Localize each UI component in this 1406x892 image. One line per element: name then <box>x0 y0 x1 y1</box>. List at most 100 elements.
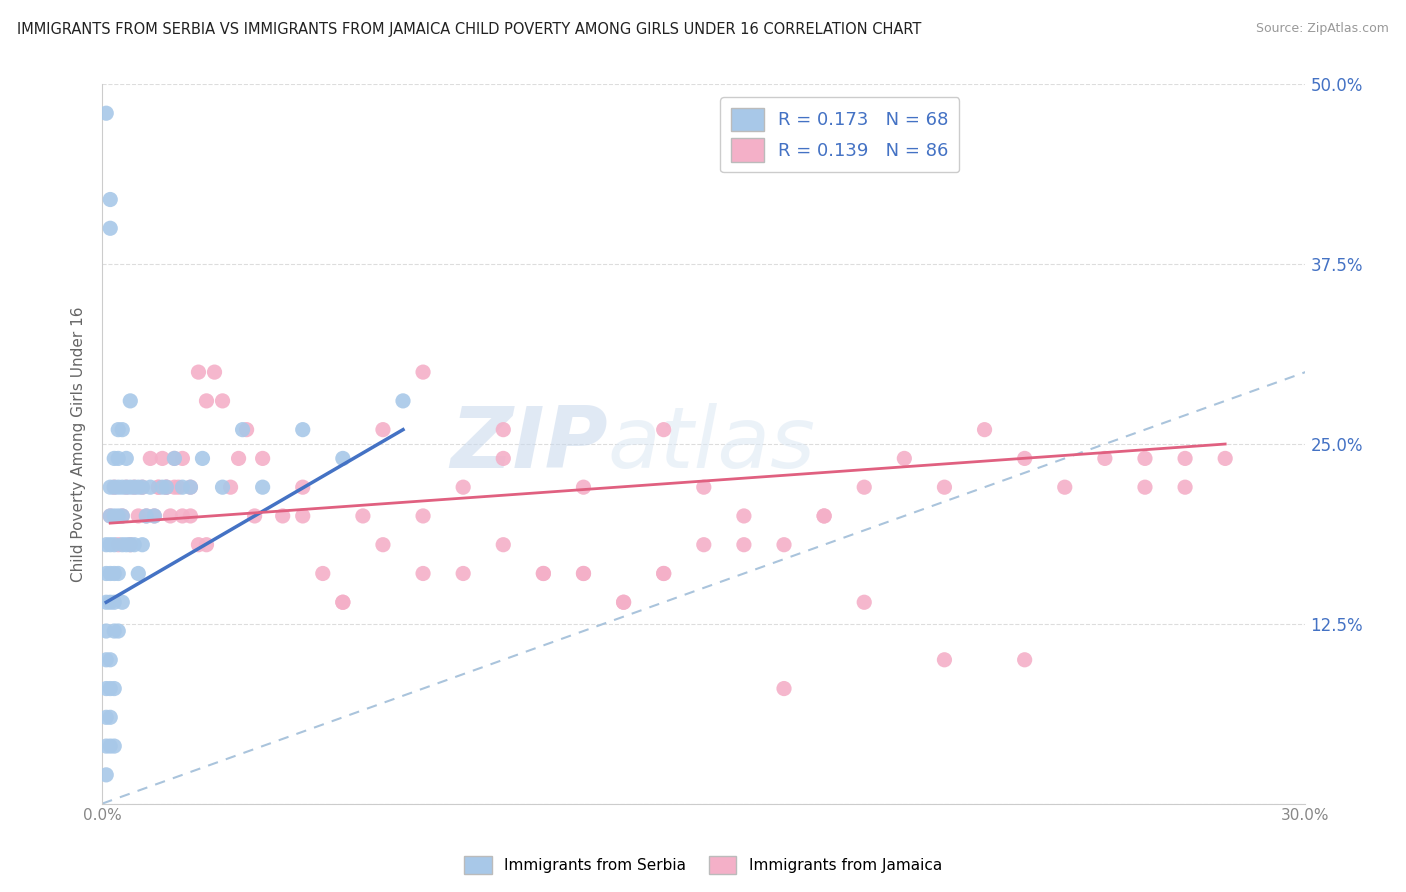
Point <box>143 508 166 523</box>
Point <box>127 480 149 494</box>
Point <box>120 538 142 552</box>
Point <box>96 739 118 753</box>
Point <box>98 508 121 523</box>
Point <box>111 595 134 609</box>
Point <box>332 595 354 609</box>
Point <box>111 538 134 552</box>
Point <box>291 480 314 494</box>
Point <box>96 566 118 581</box>
Point <box>451 480 474 494</box>
Text: IMMIGRANTS FROM SERBIA VS IMMIGRANTS FROM JAMAICA CHILD POVERTY AMONG GIRLS UNDE: IMMIGRANTS FROM SERBIA VS IMMIGRANTS FRO… <box>17 22 921 37</box>
Point <box>371 538 394 552</box>
Point <box>148 480 170 494</box>
Point <box>235 423 257 437</box>
Point <box>613 595 636 609</box>
Point <box>107 480 129 494</box>
Point <box>98 538 121 552</box>
Point <box>172 508 194 523</box>
Point <box>96 595 118 609</box>
Point <box>1014 653 1036 667</box>
Point <box>139 480 162 494</box>
Point <box>98 739 121 753</box>
Point <box>352 508 374 523</box>
Point <box>131 538 153 552</box>
Point <box>96 106 118 120</box>
Point <box>179 480 201 494</box>
Point <box>107 423 129 437</box>
Text: Source: ZipAtlas.com: Source: ZipAtlas.com <box>1256 22 1389 36</box>
Point <box>179 508 201 523</box>
Point <box>853 480 876 494</box>
Point <box>107 624 129 638</box>
Point <box>135 508 157 523</box>
Point <box>652 423 675 437</box>
Point <box>451 566 474 581</box>
Point <box>853 595 876 609</box>
Point <box>159 508 181 523</box>
Point <box>652 566 675 581</box>
Point <box>332 451 354 466</box>
Point <box>98 221 121 235</box>
Point <box>252 451 274 466</box>
Point <box>773 681 796 696</box>
Point <box>107 566 129 581</box>
Point <box>103 480 125 494</box>
Point <box>1174 451 1197 466</box>
Point <box>103 681 125 696</box>
Point <box>98 566 121 581</box>
Point <box>103 480 125 494</box>
Point <box>124 538 146 552</box>
Point <box>492 423 515 437</box>
Point <box>107 451 129 466</box>
Text: ZIP: ZIP <box>450 402 607 485</box>
Point <box>96 710 118 724</box>
Point <box>371 423 394 437</box>
Point <box>1174 480 1197 494</box>
Point <box>204 365 226 379</box>
Point <box>115 538 138 552</box>
Point <box>187 538 209 552</box>
Point <box>412 365 434 379</box>
Point <box>120 538 142 552</box>
Point <box>219 480 242 494</box>
Point <box>271 508 294 523</box>
Point <box>107 538 129 552</box>
Point <box>934 480 956 494</box>
Point <box>135 508 157 523</box>
Point <box>733 538 755 552</box>
Point <box>131 480 153 494</box>
Point <box>934 653 956 667</box>
Point <box>98 595 121 609</box>
Point <box>773 538 796 552</box>
Point <box>155 480 177 494</box>
Point <box>652 566 675 581</box>
Point <box>172 480 194 494</box>
Point <box>98 653 121 667</box>
Point <box>139 451 162 466</box>
Point <box>1053 480 1076 494</box>
Point <box>163 451 186 466</box>
Point <box>412 566 434 581</box>
Point <box>150 480 173 494</box>
Point <box>572 566 595 581</box>
Point <box>155 480 177 494</box>
Point <box>693 538 716 552</box>
Point <box>103 566 125 581</box>
Y-axis label: Child Poverty Among Girls Under 16: Child Poverty Among Girls Under 16 <box>72 306 86 582</box>
Legend: Immigrants from Serbia, Immigrants from Jamaica: Immigrants from Serbia, Immigrants from … <box>458 850 948 880</box>
Point <box>492 538 515 552</box>
Point <box>103 538 125 552</box>
Point <box>115 451 138 466</box>
Point <box>103 451 125 466</box>
Point <box>98 508 121 523</box>
Point <box>252 480 274 494</box>
Point <box>111 480 134 494</box>
Point <box>155 480 177 494</box>
Point <box>179 480 201 494</box>
Point <box>228 451 250 466</box>
Point <box>813 508 835 523</box>
Point <box>613 595 636 609</box>
Point <box>96 624 118 638</box>
Point <box>96 681 118 696</box>
Point <box>195 393 218 408</box>
